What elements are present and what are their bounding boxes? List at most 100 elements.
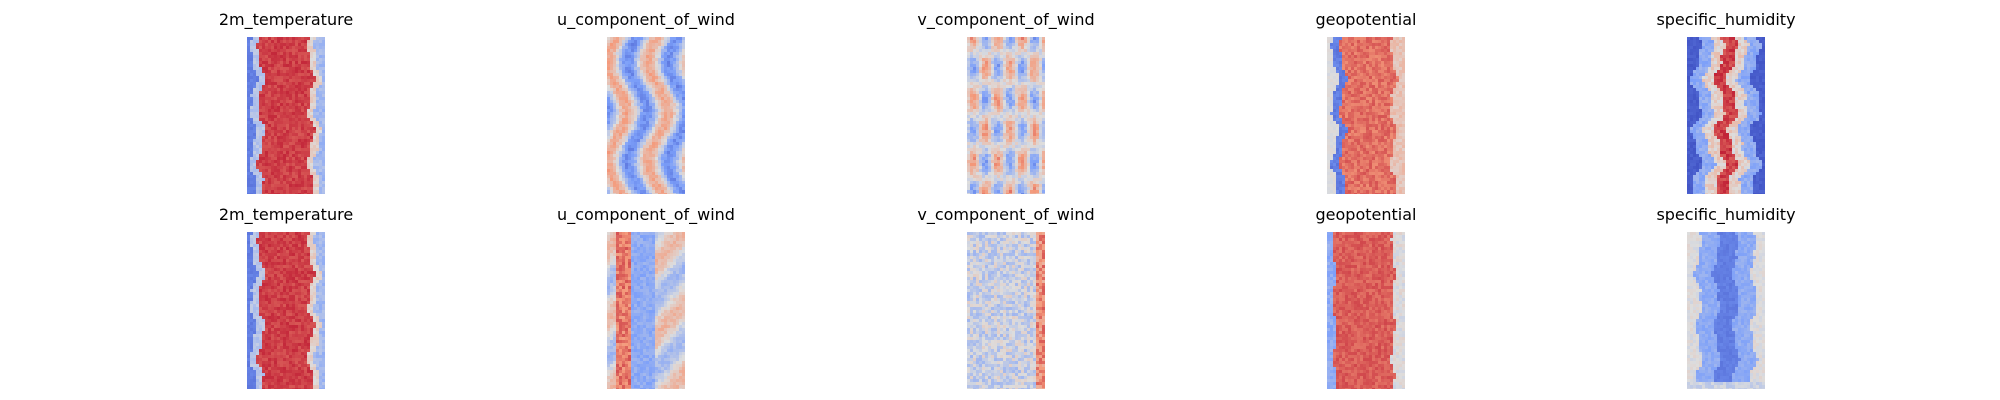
heatmap-cell [1027, 154, 1031, 158]
heatmap-cell [262, 127, 266, 131]
heatmap-cell [607, 52, 611, 56]
heatmap-cell [253, 43, 257, 47]
heatmap-cell [997, 166, 1001, 170]
heatmap-cell [676, 52, 680, 56]
heatmap-cell [1396, 103, 1400, 107]
heatmap-cell [655, 157, 659, 161]
heatmap-cell [655, 145, 659, 149]
heatmap-cell [673, 43, 677, 47]
heatmap-cell [1015, 115, 1019, 119]
heatmap-cell [310, 142, 314, 146]
heatmap-cell [307, 154, 311, 158]
heatmap-cell [1003, 190, 1007, 194]
heatmap-cell [1396, 43, 1400, 47]
heatmap-cell [1399, 91, 1403, 95]
heatmap-cell [1330, 61, 1334, 65]
heatmap-cell [637, 127, 641, 131]
heatmap-cell [658, 118, 662, 122]
heatmap-cell [997, 40, 1001, 44]
heatmap-cell [310, 163, 314, 167]
heatmap-cell [676, 94, 680, 98]
heatmap-cell [1375, 49, 1379, 53]
heatmap-cell [277, 184, 281, 188]
heatmap-cell [1348, 73, 1352, 77]
heatmap-cell [274, 178, 278, 182]
heatmap-cell [280, 172, 284, 176]
heatmap-cell [646, 154, 650, 158]
heatmap-cell [661, 163, 665, 167]
heatmap-cell [283, 49, 287, 53]
heatmap-cell [1330, 52, 1334, 56]
heatmap-cell [298, 157, 302, 161]
heatmap-cell [973, 178, 977, 182]
heatmap-cell [628, 130, 632, 134]
heatmap-cell [967, 115, 971, 119]
heatmap-cell [1042, 121, 1045, 125]
heatmap-cell [1009, 136, 1013, 140]
heatmap-cell [994, 157, 998, 161]
heatmap-cell [643, 181, 647, 185]
heatmap-cell [997, 169, 1001, 173]
heatmap-cell [292, 43, 296, 47]
heatmap-cell [301, 52, 305, 56]
heatmap-cell [613, 181, 617, 185]
heatmap-cell [607, 130, 611, 134]
heatmap-cell [319, 46, 323, 50]
heatmap-cell [676, 109, 680, 113]
heatmap-cell [268, 130, 272, 134]
heatmap-cell [304, 52, 308, 56]
heatmap-cell [289, 121, 293, 125]
heatmap-cell [988, 175, 992, 179]
heatmap-cell [289, 163, 293, 167]
heatmap-cell [304, 106, 308, 110]
heatmap-cell [301, 190, 305, 194]
heatmap-cell [616, 181, 620, 185]
heatmap-cell [616, 157, 620, 161]
heatmap-cell [322, 106, 325, 110]
heatmap-cell [967, 49, 971, 53]
heatmap-cell [310, 100, 314, 104]
heatmap-cell [985, 40, 989, 44]
heatmap-cell [1024, 61, 1028, 65]
heatmap-cell [1033, 103, 1037, 107]
heatmap-cell [1393, 70, 1397, 74]
heatmap-cell [280, 121, 284, 125]
heatmap-cell [661, 133, 665, 137]
heatmap-cell [1360, 64, 1364, 68]
heatmap-cell [289, 82, 293, 86]
heatmap-cell [1390, 82, 1394, 86]
heatmap-cell [967, 157, 971, 161]
heatmap-cell [1027, 67, 1031, 71]
heatmap-cell [1030, 91, 1034, 95]
heatmap-cell [268, 112, 272, 116]
heatmap-cell [673, 46, 677, 50]
heatmap-cell [1030, 97, 1034, 101]
heatmap-cell [310, 79, 314, 83]
heatmap-cell [253, 148, 257, 152]
heatmap-cell [1012, 52, 1016, 56]
heatmap-cell [619, 163, 623, 167]
heatmap-cell [1357, 37, 1361, 41]
heatmap-cell [307, 130, 311, 134]
heatmap-cell [997, 52, 1001, 56]
heatmap-cell [661, 154, 665, 158]
heatmap-cell [985, 145, 989, 149]
heatmap-cell [1375, 121, 1379, 125]
heatmap-cell [1375, 124, 1379, 128]
heatmap-cell [304, 181, 308, 185]
heatmap-cell [994, 175, 998, 179]
heatmap-cell [1360, 43, 1364, 47]
heatmap-cell [622, 166, 626, 170]
heatmap-cell [271, 58, 275, 62]
heatmap-cell [658, 154, 662, 158]
heatmap-cell [1039, 118, 1043, 122]
heatmap-cell [652, 187, 656, 191]
heatmap-cell [1357, 112, 1361, 116]
heatmap-cell [634, 154, 638, 158]
heatmap-cell [1012, 46, 1016, 50]
heatmap-cell [295, 139, 299, 143]
heatmap-cell [1369, 121, 1373, 125]
heatmap-cell [991, 58, 995, 62]
heatmap-cell [679, 178, 683, 182]
heatmap-cell [607, 109, 611, 113]
